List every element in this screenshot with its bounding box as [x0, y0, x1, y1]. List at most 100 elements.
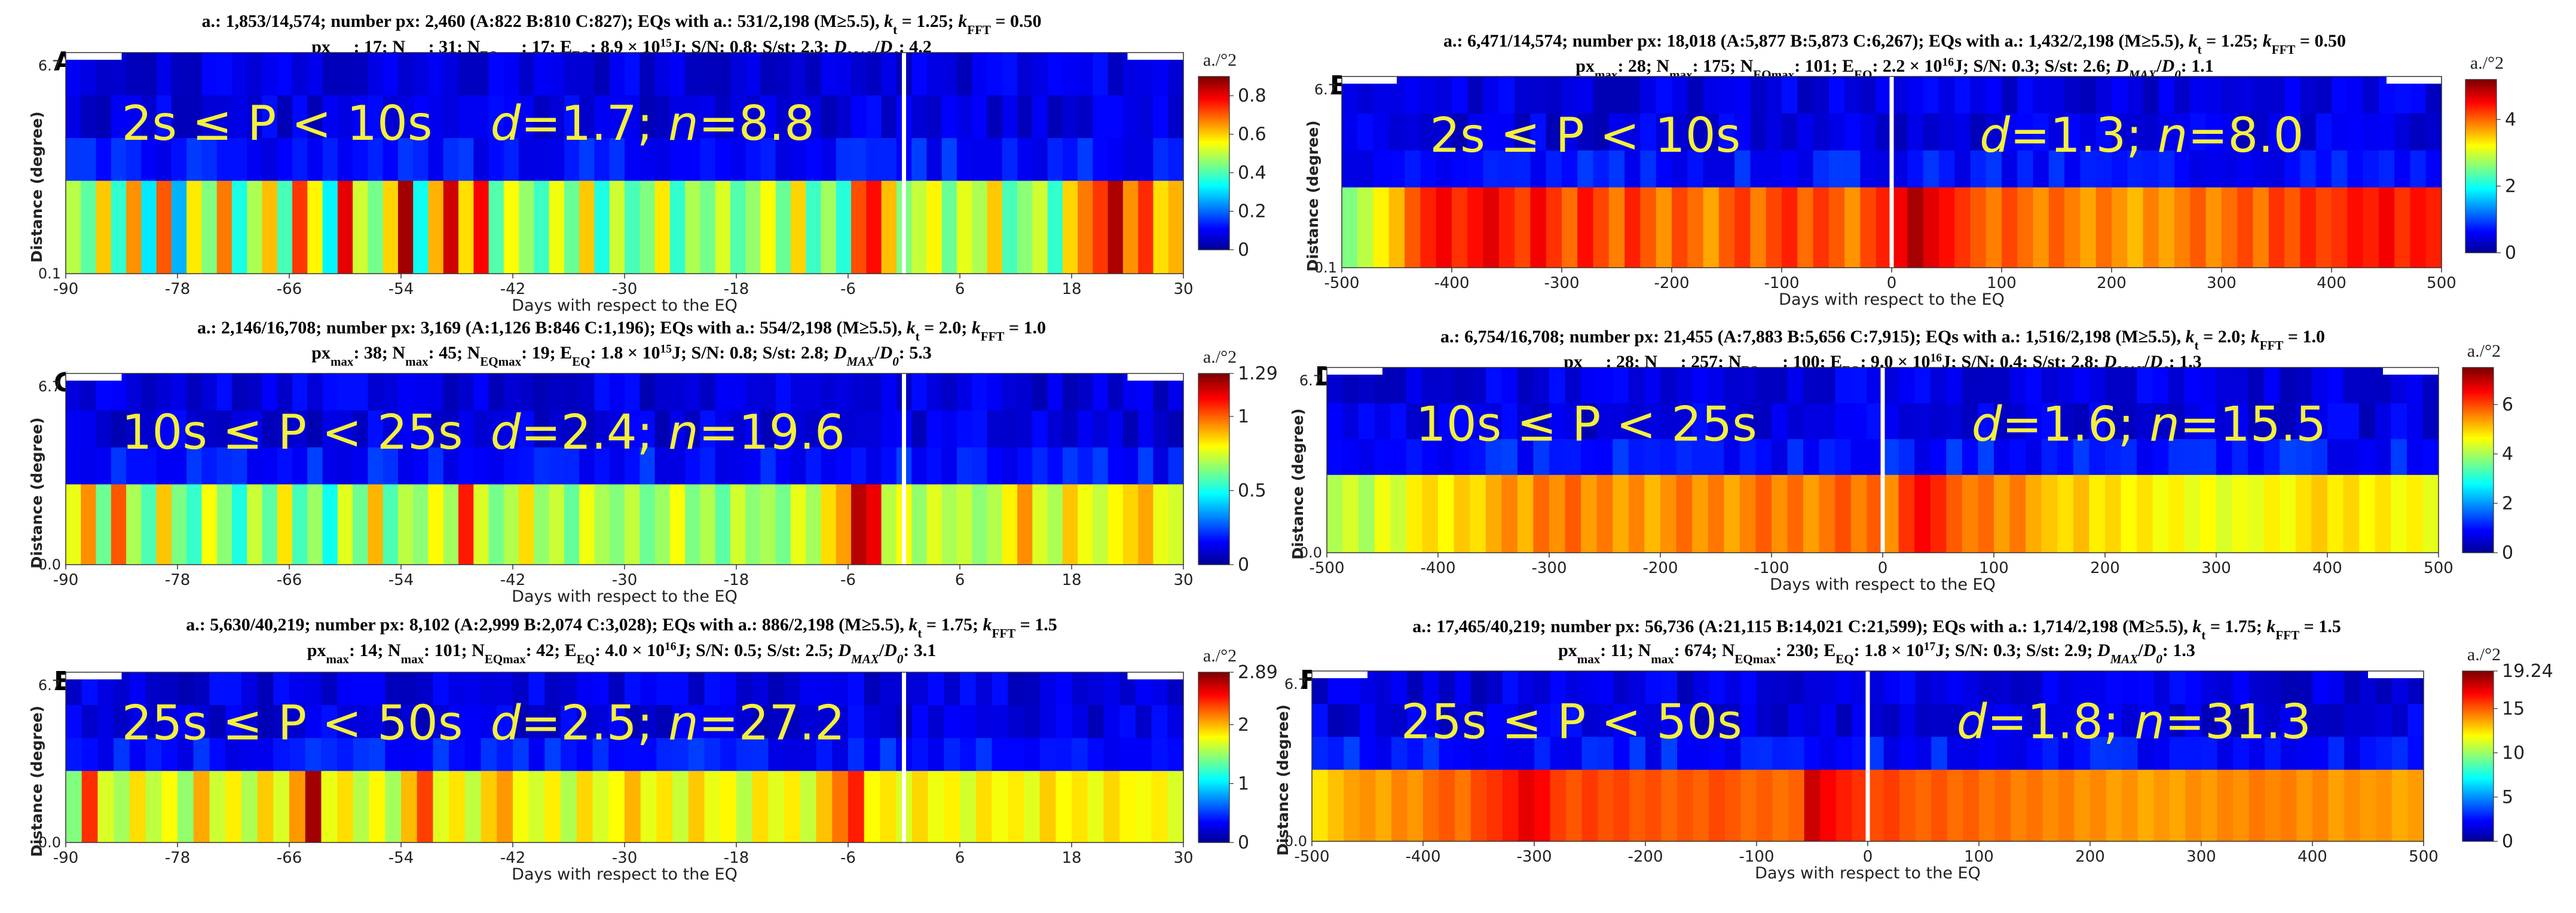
- colorbar-swatch: [2465, 88, 2497, 91]
- heatmap-cell: [564, 95, 580, 139]
- heatmap-cell: [1709, 737, 1726, 770]
- heatmap-cell: [2009, 367, 2026, 404]
- heatmap-cell: [1813, 187, 1829, 268]
- heatmap-cell: [1660, 474, 1677, 553]
- colorbar-swatch: [2465, 133, 2497, 136]
- heatmap-cell: [1534, 737, 1551, 770]
- colorbar-swatch: [2462, 376, 2494, 379]
- heatmap-cell: [775, 410, 791, 448]
- heatmap-cells: [66, 53, 1184, 274]
- heatmap-cell: [2095, 76, 2112, 114]
- heatmap-cell: [1708, 474, 1724, 553]
- heatmap-cell: [2300, 76, 2317, 114]
- heatmap-cell: [1804, 671, 1821, 704]
- heatmap-cell: [216, 373, 232, 411]
- heatmap-cell: [1550, 704, 1567, 737]
- heatmap-cell: [114, 705, 130, 739]
- colorbar-swatch: [2465, 90, 2497, 93]
- heatmap-cell: [866, 53, 882, 96]
- heatmap-cell: [1915, 704, 1932, 737]
- overlay-period-label: 10s ≤ P < 25s: [122, 405, 463, 460]
- heatmap-cell: [594, 138, 610, 182]
- heatmap-cell: [640, 180, 656, 274]
- colorbar-swatch: [1198, 428, 1229, 431]
- heatmap-cell: [1327, 770, 1344, 841]
- heatmap-cell: [775, 138, 791, 182]
- heatmap-cell: [1772, 671, 1789, 704]
- colorbar-tick-label: 0.2: [1238, 201, 1266, 222]
- x-tick-label: -400: [1405, 848, 1440, 866]
- heatmap-cell: [579, 95, 595, 139]
- heatmap-cell: [126, 180, 142, 274]
- heatmap-cell: [257, 771, 274, 842]
- heatmap-cell: [1530, 113, 1547, 151]
- colorbar-tick-label: 0.4: [1238, 163, 1266, 183]
- heatmap-cell: [156, 180, 172, 274]
- heatmap-cell: [821, 138, 837, 182]
- heatmap-cell: [2042, 704, 2059, 737]
- heatmap-cell: [1406, 474, 1423, 553]
- heatmap-cell: [1624, 76, 1641, 114]
- heatmap-cell: [1915, 770, 1932, 841]
- heatmap-cell: [640, 484, 656, 565]
- heatmap-cell: [1640, 187, 1657, 268]
- colorbar-swatch: [1198, 459, 1229, 462]
- x-tick-label: 30: [1173, 571, 1193, 589]
- heatmap-cell: [864, 738, 881, 771]
- heatmap-cell: [816, 771, 833, 842]
- heatmap-cell: [1593, 113, 1610, 151]
- heatmap-cell: [2363, 113, 2379, 151]
- heatmap-cell: [956, 53, 972, 96]
- colorbar-swatch: [2462, 675, 2494, 678]
- colorbar-swatch: [2462, 745, 2494, 748]
- x-tick-label: -78: [165, 571, 190, 589]
- colorbar-swatch: [1198, 507, 1229, 510]
- heatmap-cell: [1687, 187, 1704, 268]
- x-tick-label: -100: [1764, 274, 1799, 292]
- y-axis-label: Distance (degree): [1304, 120, 1321, 271]
- colorbar-swatch: [2462, 773, 2494, 776]
- x-tick-label: -100: [1754, 559, 1789, 577]
- heatmap-cell: [640, 373, 656, 411]
- heatmap-cell: [2073, 474, 2090, 553]
- heatmap-cell: [1485, 474, 1502, 553]
- heatmap-cell: [881, 410, 897, 448]
- heatmap-cell: [1153, 138, 1169, 182]
- heatmap-cell: [503, 95, 519, 139]
- overlay-period-label: 25s ≤ P < 50s: [122, 695, 463, 750]
- heatmap-cell: [66, 138, 81, 182]
- heatmap-cell: [1017, 410, 1033, 448]
- colorbar-swatch: [1198, 232, 1229, 235]
- heatmap-cell: [790, 447, 806, 485]
- heatmap-cell: [413, 373, 429, 411]
- heatmap-cell: [926, 180, 943, 274]
- heatmap-cell: [458, 180, 474, 274]
- heatmap-cell: [1344, 737, 1360, 770]
- heatmap-cell: [1819, 439, 1835, 476]
- colorbar-swatch: [1198, 772, 1229, 775]
- heatmap-cell: [2300, 150, 2317, 188]
- heatmap-cell: [186, 95, 203, 139]
- heatmap-cell: [987, 484, 1003, 565]
- heatmap-cell: [960, 771, 977, 842]
- heatmap-cell: [1979, 770, 1996, 841]
- colorbar-tick-label: 0: [2502, 831, 2513, 852]
- colorbar-swatch: [1198, 219, 1229, 222]
- colorbar-swatch: [2462, 796, 2494, 799]
- colorbar-swatch: [1198, 247, 1229, 250]
- heatmap-cell: [2410, 113, 2427, 151]
- colorbar-swatch: [2465, 181, 2497, 184]
- colorbar-swatch: [1198, 832, 1229, 835]
- heatmap-cell: [1047, 447, 1063, 485]
- heatmap-cell: [1153, 95, 1169, 139]
- heatmap-cell: [96, 447, 112, 485]
- colorbar-swatch: [1198, 522, 1229, 525]
- heatmap-cell: [141, 95, 157, 139]
- colorbar-swatch: [2462, 719, 2494, 723]
- heatmap-cell: [1455, 704, 1471, 737]
- colorbar-swatch: [1198, 814, 1229, 817]
- heatmap-cell: [2011, 737, 2027, 770]
- heatmap-cell: [289, 738, 306, 771]
- heatmap-cell: [277, 180, 293, 274]
- colorbar-swatch: [2462, 749, 2494, 752]
